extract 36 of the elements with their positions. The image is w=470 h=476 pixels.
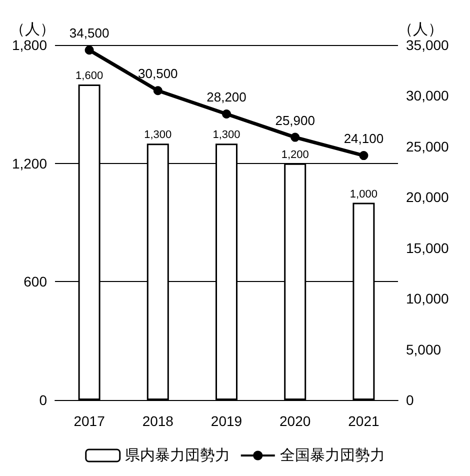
y2-tick-label: 20,000 [406,189,450,206]
legend-label: 県内暴力団勢力 [124,447,230,464]
y-tick-label: 0 [39,392,48,408]
legend-label: 全国暴力団勢力 [280,447,385,464]
y2-tick-label: 25,000 [406,138,450,154]
data-label: 1,300 [144,129,172,142]
point [153,86,162,96]
data-label: 1,200 [281,148,309,161]
y-tick-label: 1,200 [12,155,48,172]
data-label: 1,600 [76,70,104,82]
y2-axis-title: （人） [398,21,443,38]
y2-tick-label: 10,000 [406,290,450,307]
data-label: 24,100 [344,131,384,146]
point [359,151,368,160]
y2-tick-label: 5,000 [406,341,442,358]
data-label: 1,300 [212,129,240,142]
point [290,132,300,142]
x-tick-label: 2018 [142,413,174,429]
y-tick-label: 600 [24,274,48,290]
data-label: 28,200 [206,89,246,104]
y2-tick-label: 30,000 [406,88,450,104]
y2-tick-label: 35,000 [406,37,450,53]
point [84,46,94,55]
x-tick-label: 2019 [210,413,242,429]
data-label: 1,000 [350,188,378,200]
point [222,109,231,118]
data-label: 30,500 [138,66,178,82]
data-label: 25,900 [275,112,315,128]
data-label: 34,500 [69,26,110,41]
x-tick-label: 2021 [348,413,380,429]
y2-tick-label: 0 [406,392,414,408]
y2-tick-label: 15,000 [406,240,450,256]
x-tick-label: 2017 [74,413,106,429]
y-axis-title: （人） [10,21,55,38]
y-tick-label: 1,800 [12,37,48,53]
x-tick-label: 2020 [280,413,311,429]
